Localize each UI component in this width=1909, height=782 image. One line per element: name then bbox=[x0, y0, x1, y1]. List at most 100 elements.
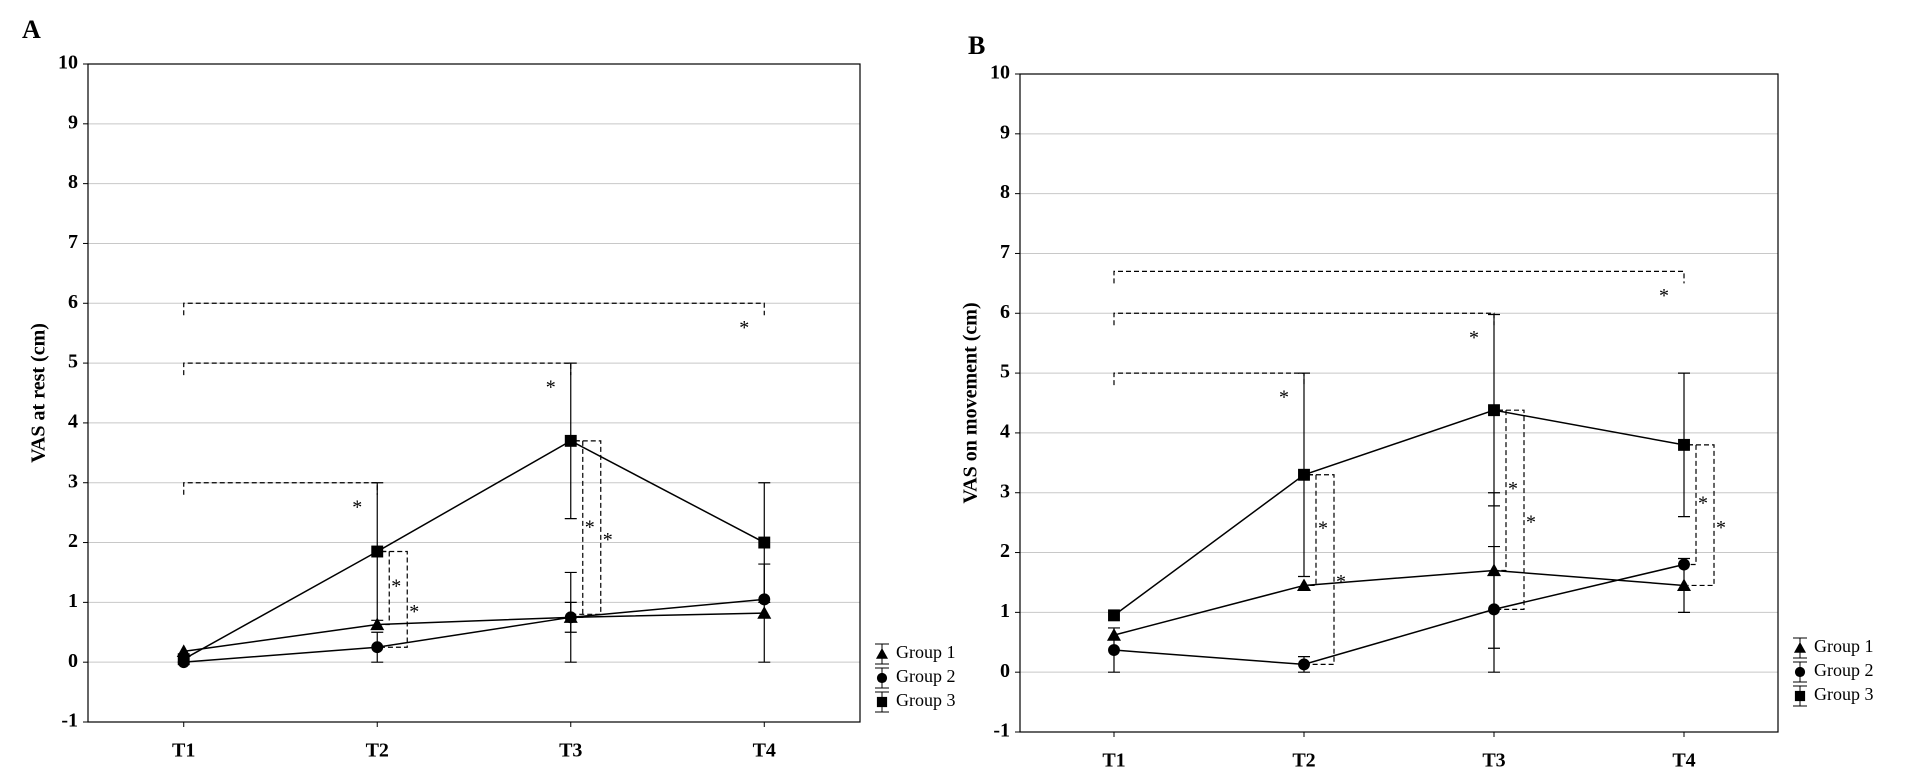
marker bbox=[371, 641, 384, 654]
legend-label: Group 3 bbox=[896, 690, 956, 710]
legend-label: Group 1 bbox=[896, 642, 956, 662]
plot-frame bbox=[1019, 73, 1779, 733]
significance-bracket bbox=[1688, 444, 1697, 566]
series-line bbox=[183, 439, 765, 660]
marker bbox=[758, 536, 771, 549]
significance-label: * bbox=[1279, 387, 1289, 409]
significance-label: * bbox=[409, 601, 419, 623]
marker bbox=[1794, 666, 1806, 678]
y-tick-label: 2 bbox=[1000, 540, 1010, 562]
x-tick-label: T1 bbox=[172, 740, 195, 762]
y-tick-label: 0 bbox=[1000, 660, 1010, 682]
y-tick-label: 7 bbox=[1000, 241, 1010, 263]
legend-label: Group 3 bbox=[1814, 684, 1874, 704]
y-tick-label: 0 bbox=[68, 650, 78, 672]
significance-bracket bbox=[574, 440, 584, 618]
y-tick-label: 8 bbox=[1000, 181, 1010, 203]
significance-bracket bbox=[1688, 444, 1715, 587]
marker bbox=[1678, 438, 1690, 451]
y-axis-title: VAS at rest (cm) bbox=[28, 323, 50, 463]
y-tick-label: 9 bbox=[68, 111, 78, 133]
y-tick-label: 6 bbox=[68, 291, 78, 313]
significance-bracket bbox=[1113, 270, 1685, 284]
y-tick-label: 5 bbox=[68, 351, 78, 373]
significance-bracket bbox=[381, 550, 408, 648]
significance-label: * bbox=[1318, 518, 1328, 540]
x-tick-label: T4 bbox=[1672, 750, 1695, 772]
y-tick-label: 1 bbox=[68, 590, 78, 612]
significance-bracket bbox=[1113, 372, 1305, 386]
x-tick-label: T2 bbox=[1292, 750, 1315, 772]
significance-label: * bbox=[739, 317, 749, 339]
y-axis-title: VAS on movement (cm) bbox=[960, 302, 982, 503]
significance-bracket bbox=[183, 362, 572, 376]
marker bbox=[876, 696, 888, 708]
significance-bracket bbox=[1113, 312, 1495, 326]
marker bbox=[1794, 690, 1806, 702]
y-tick-label: 4 bbox=[1000, 421, 1010, 443]
marker bbox=[1488, 404, 1500, 417]
plot-frame bbox=[87, 63, 861, 723]
significance-label: * bbox=[1508, 478, 1518, 500]
series-line bbox=[1113, 569, 1685, 636]
marker bbox=[1296, 578, 1311, 592]
significance-label: * bbox=[603, 529, 613, 551]
significance-label: * bbox=[1469, 327, 1479, 349]
y-tick-label: 2 bbox=[68, 530, 78, 552]
marker bbox=[1298, 468, 1310, 481]
chart: A -1 0 1 2 3 4 5 6 7 8 9 10 VAS at rest (cm) T1 T2 T3 T4 *… bbox=[22, 15, 956, 762]
series-line bbox=[1113, 409, 1685, 616]
panel-label: B bbox=[968, 31, 985, 60]
y-tick-label: -1 bbox=[61, 710, 78, 732]
marker bbox=[876, 672, 888, 684]
significance-label: * bbox=[1659, 285, 1669, 307]
significance-bracket bbox=[381, 550, 390, 626]
series-line bbox=[183, 612, 765, 653]
significance-bracket bbox=[183, 302, 765, 316]
significance-bracket bbox=[1308, 474, 1335, 666]
significance-label: * bbox=[352, 496, 362, 518]
marker bbox=[1678, 558, 1690, 571]
y-tick-label: -1 bbox=[993, 720, 1010, 742]
significance-label: * bbox=[546, 377, 556, 399]
series-line bbox=[1113, 563, 1685, 666]
significance-label: * bbox=[1698, 492, 1708, 514]
significance-bracket bbox=[183, 482, 378, 495]
marker bbox=[876, 648, 888, 659]
marker bbox=[1108, 609, 1120, 622]
x-tick-label: T3 bbox=[1482, 750, 1505, 772]
x-tick-label: T1 bbox=[1102, 750, 1125, 772]
marker bbox=[1108, 644, 1120, 656]
significance-label: * bbox=[1716, 517, 1726, 539]
x-tick-label: T2 bbox=[366, 740, 389, 762]
significance-bracket bbox=[574, 440, 602, 615]
significance-bracket bbox=[1308, 474, 1317, 587]
marker bbox=[371, 545, 384, 558]
y-tick-label: 3 bbox=[68, 470, 78, 492]
legend-label: Group 1 bbox=[1814, 636, 1874, 656]
significance-label: * bbox=[1526, 511, 1536, 533]
marker bbox=[1488, 603, 1500, 616]
significance-label: * bbox=[585, 517, 595, 539]
y-tick-label: 4 bbox=[68, 411, 78, 433]
legend-label: Group 2 bbox=[1814, 660, 1874, 680]
marker bbox=[1298, 658, 1310, 671]
significance-label: * bbox=[391, 576, 401, 598]
marker bbox=[564, 434, 577, 447]
marker bbox=[757, 606, 772, 619]
y-tick-label: 7 bbox=[68, 231, 78, 253]
y-tick-label: 9 bbox=[1000, 121, 1010, 143]
x-tick-label: T4 bbox=[753, 740, 776, 762]
y-tick-label: 3 bbox=[1000, 480, 1010, 502]
panel-label: A bbox=[22, 15, 41, 44]
y-tick-label: 8 bbox=[68, 171, 78, 193]
marker bbox=[370, 617, 385, 631]
series-line bbox=[183, 598, 765, 663]
marker bbox=[1677, 578, 1692, 592]
marker bbox=[1794, 642, 1806, 653]
marker bbox=[177, 653, 190, 666]
legend-label: Group 2 bbox=[896, 666, 956, 686]
y-tick-label: 6 bbox=[1000, 301, 1010, 323]
marker bbox=[564, 611, 577, 624]
